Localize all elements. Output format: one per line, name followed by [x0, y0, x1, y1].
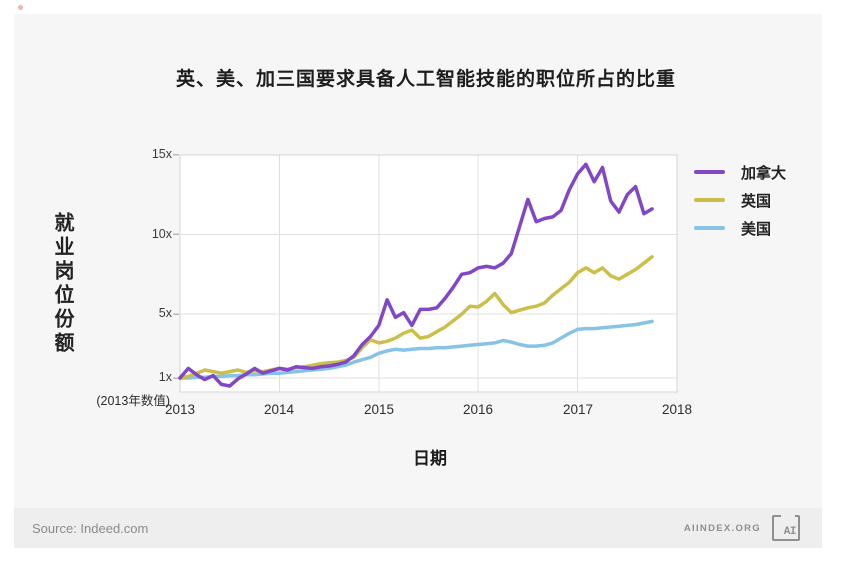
ai-index-logo-icon: AI: [772, 515, 800, 541]
footer-band: [14, 508, 822, 548]
logo-text: AI: [783, 526, 797, 538]
brand: AIINDEX.ORG AI: [684, 513, 800, 543]
legend-swatch-uk-icon: [694, 198, 725, 202]
legend-label-us: 美国: [741, 220, 772, 238]
series-line-加拿大: [178, 162, 654, 388]
x-tick-2014: 2014: [263, 402, 295, 417]
y-axis-label: 就业岗位份额: [51, 212, 73, 356]
x-tick-2013: 2013: [164, 402, 196, 417]
y-tick-5x: 5x: [158, 306, 172, 320]
y-tick-15x: 15x: [151, 147, 172, 161]
legend-item-us: 美国: [694, 214, 786, 242]
x-tick-2018: 2018: [661, 402, 693, 417]
legend-label-canada: 加拿大: [741, 164, 787, 182]
legend-label-uk: 英国: [741, 192, 772, 210]
legend-swatch-canada-icon: [694, 170, 725, 174]
legend-swatch-us-icon: [694, 226, 725, 230]
x-tick-2015: 2015: [363, 402, 395, 417]
y-axis-baseline-note: (2013年数值): [96, 394, 170, 408]
x-tick-2017: 2017: [562, 402, 594, 417]
source-attribution: Source: Indeed.com: [32, 521, 149, 536]
brand-site-name: AIINDEX.ORG: [683, 522, 761, 534]
series-line-美国: [178, 319, 654, 380]
legend-item-canada: 加拿大: [694, 158, 786, 186]
logo-notch: [781, 515, 795, 520]
y-tick-1x: 1x: [158, 370, 172, 384]
plot-border: [179, 154, 678, 393]
red-dot-artifact: [18, 5, 23, 10]
plot-area: [180, 155, 677, 392]
chart-title: 英、美、加三国要求具备人工智能技能的职位所占的比重: [175, 69, 676, 90]
y-tick-10x: 10x: [151, 227, 172, 241]
legend: 加拿大 英国 美国: [694, 158, 786, 242]
x-axis-label: 日期: [413, 449, 447, 468]
legend-item-uk: 英国: [694, 186, 786, 214]
x-tick-2016: 2016: [462, 402, 494, 417]
